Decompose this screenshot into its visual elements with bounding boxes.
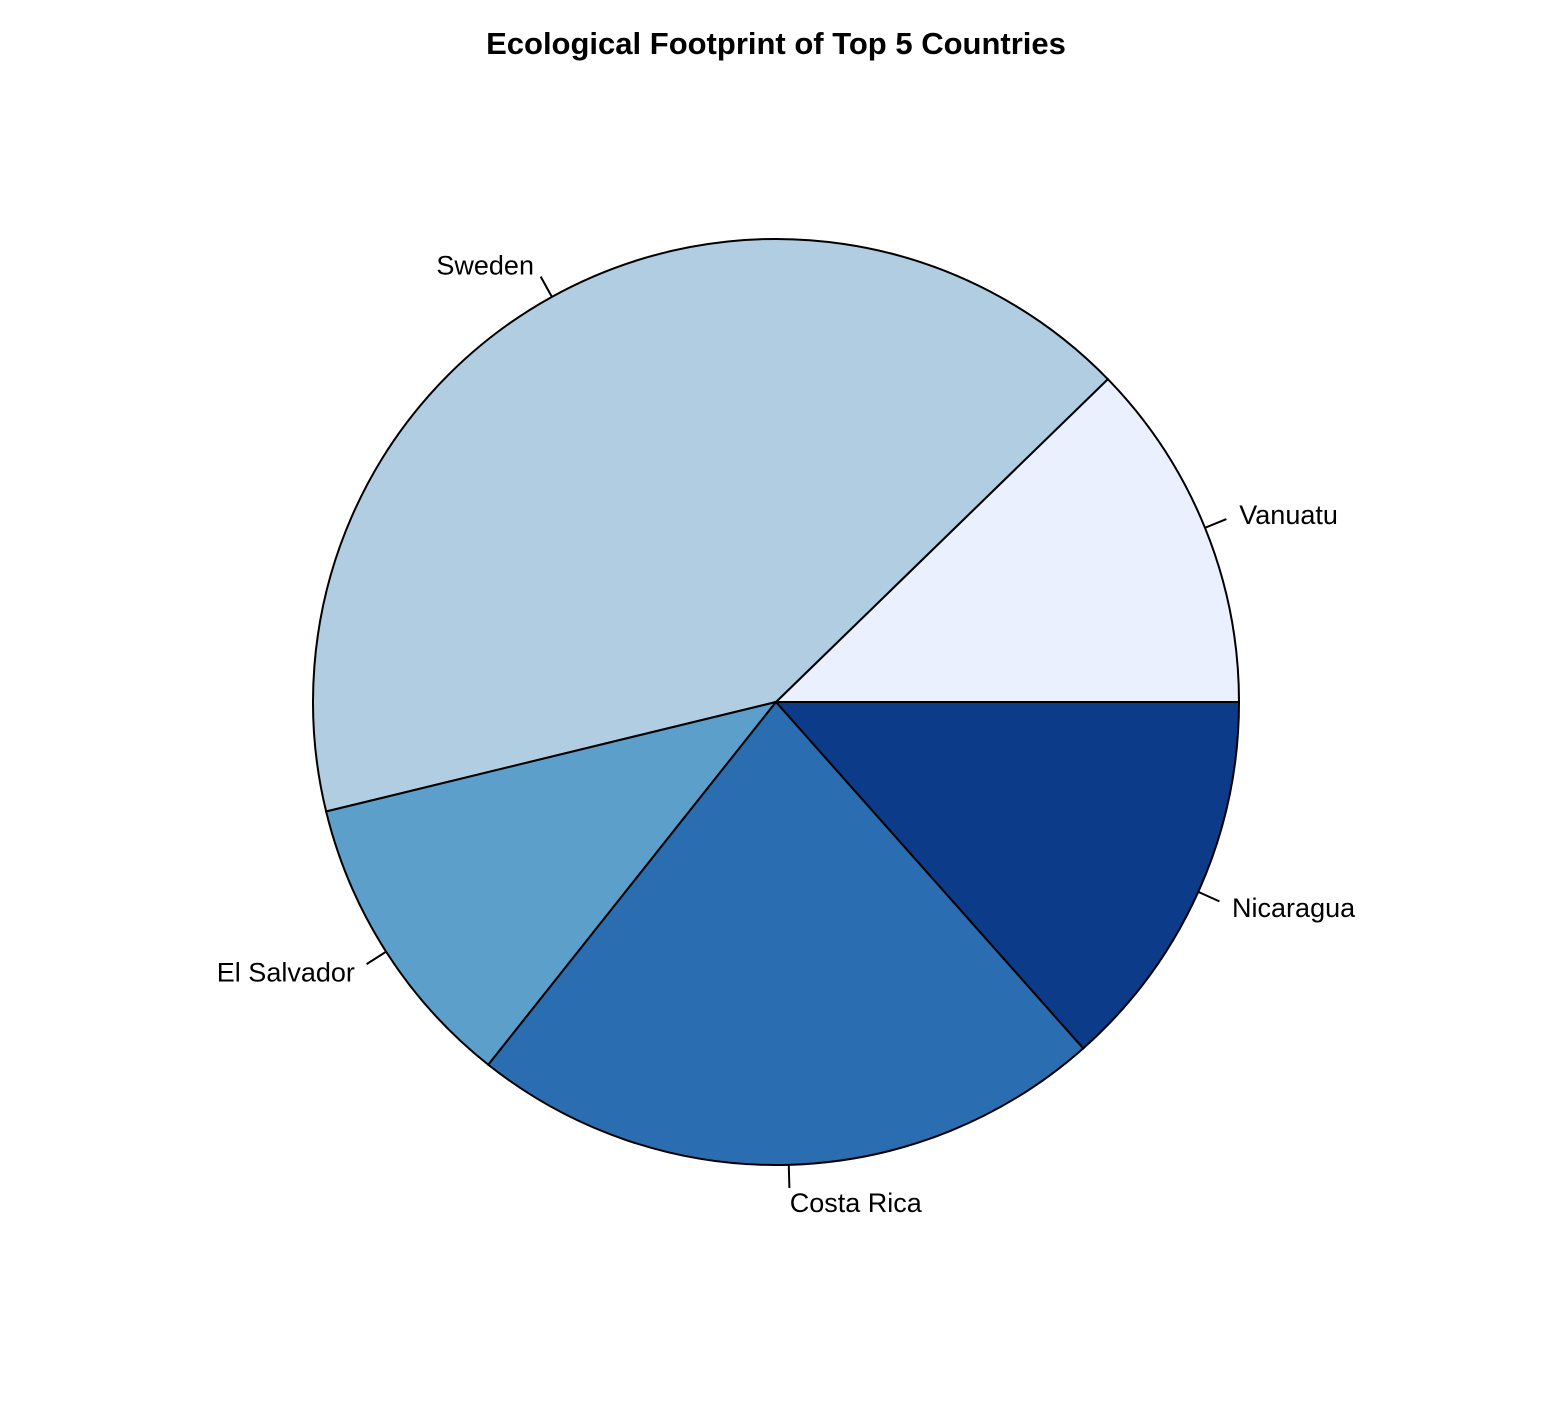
pie-slice-costa-rica bbox=[486, 700, 1085, 1166]
pie-slice-nicaragua bbox=[773, 701, 1241, 1050]
slice-label-nicaragua: Nicaragua bbox=[1232, 893, 1356, 923]
pie-slice-sweden bbox=[312, 238, 1110, 813]
label-tick-vanuatu bbox=[1204, 518, 1227, 529]
label-tick-nicaragua bbox=[1197, 890, 1220, 903]
label-tick-el-salvador bbox=[366, 950, 387, 965]
slice-label-vanuatu: Vanuatu bbox=[1239, 500, 1338, 530]
slice-labels: Vanuatu Sweden El Salvador Costa Rica Nicara… bbox=[217, 250, 1356, 1217]
pie-slice-el-salvador bbox=[324, 700, 779, 1067]
slice-label-costa-rica: Costa Rica bbox=[790, 1188, 923, 1218]
pie-slice-vanuatu bbox=[773, 377, 1241, 703]
slice-label-el-salvador: El Salvador bbox=[217, 958, 355, 988]
slices bbox=[312, 238, 1241, 1166]
chart-title: Ecological Footprint of Top 5 Countries bbox=[486, 26, 1066, 61]
label-tick-costa-rica bbox=[787, 1164, 791, 1188]
label-tick-sweden bbox=[539, 276, 553, 298]
slice-label-sweden: Sweden bbox=[436, 250, 534, 280]
